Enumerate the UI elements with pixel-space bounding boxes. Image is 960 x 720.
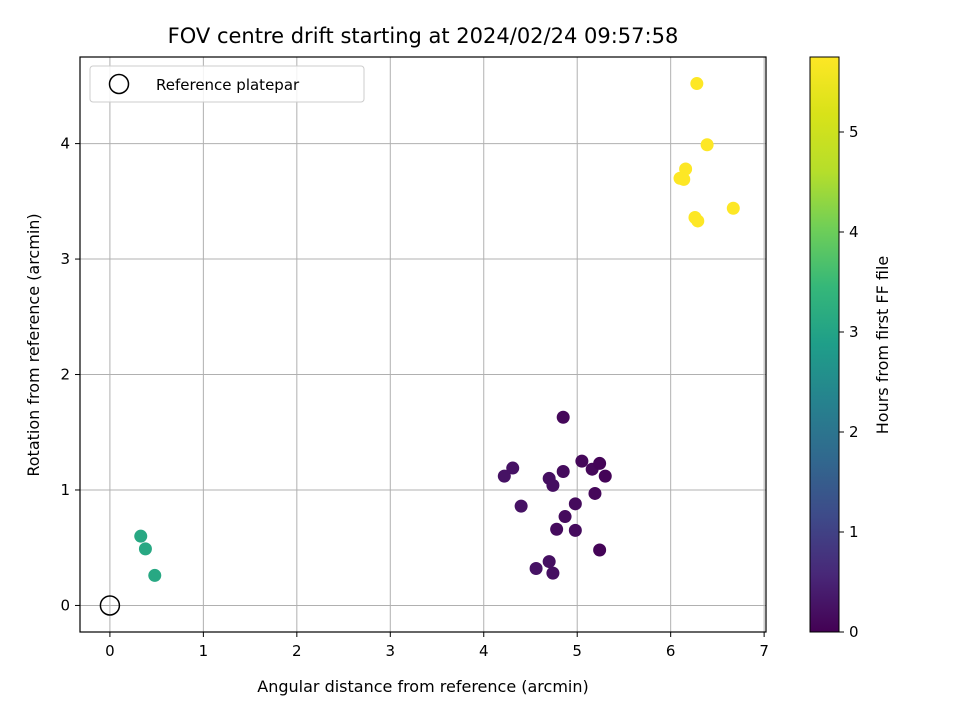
x-tick-label: 6 <box>666 642 676 660</box>
data-point <box>726 201 740 215</box>
x-tick-label: 2 <box>292 642 302 660</box>
data-point <box>134 529 148 543</box>
y-tick-label: 1 <box>60 481 70 499</box>
data-point <box>556 410 570 424</box>
y-tick-label: 3 <box>60 250 70 268</box>
data-points <box>134 77 740 582</box>
legend-box <box>89 65 365 103</box>
data-point <box>568 523 582 537</box>
data-point <box>690 77 704 91</box>
legend-reference-marker <box>108 73 130 95</box>
x-axis-ticks: 0 1 2 3 4 5 6 7 <box>105 632 769 660</box>
y-axis-label: Rotation from reference (arcmin) <box>24 213 43 476</box>
data-point <box>138 542 152 556</box>
data-point <box>497 469 511 483</box>
data-point <box>575 454 589 468</box>
chart-title: FOV centre drift starting at 2024/02/24 … <box>168 24 679 48</box>
plot-frame <box>79 56 767 633</box>
y-tick-label: 2 <box>60 366 70 384</box>
data-point <box>558 510 572 524</box>
data-point <box>148 568 162 582</box>
reference-marker <box>99 595 121 616</box>
legend: Reference platepar <box>89 65 365 103</box>
data-point <box>691 214 705 228</box>
colorbar-tick-label: 4 <box>849 223 859 241</box>
colorbar-tick-label: 2 <box>849 423 859 441</box>
x-tick-label: 3 <box>386 642 396 660</box>
x-tick-label: 5 <box>572 642 582 660</box>
grid <box>80 57 766 632</box>
data-point <box>550 522 564 536</box>
reference-point <box>99 595 121 616</box>
data-point <box>546 566 560 580</box>
colorbar-label: Hours from first FF file <box>873 256 892 435</box>
data-point <box>542 555 556 569</box>
data-point <box>677 172 691 186</box>
data-point <box>598 469 612 483</box>
data-point <box>546 478 560 492</box>
x-tick-label: 1 <box>199 642 209 660</box>
legend-label-reference: Reference platepar <box>156 76 300 94</box>
data-point <box>588 486 602 500</box>
y-axis-ticks: 0 1 2 3 4 <box>60 135 80 614</box>
y-tick-label: 0 <box>60 596 70 614</box>
x-tick-label: 0 <box>105 642 115 660</box>
x-axis-label: Angular distance from reference (arcmin) <box>257 677 588 696</box>
colorbar-tick-label: 0 <box>849 623 859 641</box>
colorbar-gradient <box>809 56 840 633</box>
x-tick-label: 7 <box>759 642 769 660</box>
colorbar-tick-label: 1 <box>849 523 859 541</box>
data-point <box>568 497 582 511</box>
data-point <box>506 461 520 475</box>
data-point <box>529 561 543 575</box>
colorbar-ticks: 0 1 2 3 4 5 <box>839 123 859 641</box>
data-point <box>593 456 607 470</box>
data-point <box>593 543 607 557</box>
colorbar-tick-label: 3 <box>849 323 859 341</box>
colorbar: 0 1 2 3 4 5 Hours from first FF file <box>809 56 892 641</box>
data-point <box>514 499 528 513</box>
data-point <box>556 465 570 479</box>
colorbar-tick-label: 5 <box>849 123 859 141</box>
x-tick-label: 4 <box>479 642 489 660</box>
data-point <box>700 138 714 152</box>
y-tick-label: 4 <box>60 135 70 153</box>
